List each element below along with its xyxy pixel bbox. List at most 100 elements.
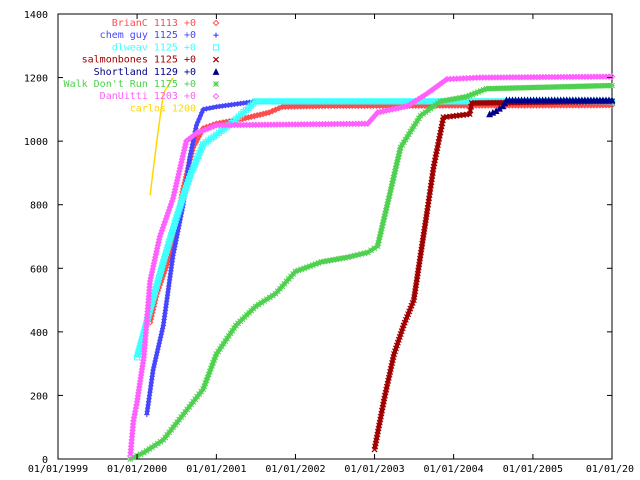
data-point bbox=[201, 383, 208, 390]
data-point bbox=[129, 420, 137, 428]
data-point bbox=[423, 90, 431, 97]
data-point bbox=[250, 112, 258, 120]
data-point bbox=[587, 83, 594, 90]
data-point bbox=[133, 401, 140, 409]
data-point bbox=[386, 192, 393, 199]
data-point bbox=[136, 377, 144, 385]
data-point bbox=[584, 83, 591, 90]
data-point bbox=[151, 364, 157, 370]
data-point bbox=[412, 120, 419, 127]
data-point bbox=[220, 340, 227, 347]
legend-label: BrianC 1113 +0 bbox=[112, 18, 196, 29]
data-point bbox=[189, 144, 195, 151]
data-point bbox=[247, 113, 255, 121]
data-point bbox=[264, 296, 270, 303]
y-tick-label: 1200 bbox=[24, 74, 48, 85]
data-point bbox=[602, 82, 609, 89]
data-point bbox=[256, 111, 264, 118]
data-point bbox=[195, 128, 203, 136]
data-point bbox=[255, 301, 262, 308]
data-point bbox=[483, 85, 490, 92]
data-point bbox=[569, 83, 576, 90]
data-point bbox=[198, 127, 206, 135]
data-point bbox=[387, 189, 394, 196]
data-point bbox=[392, 168, 398, 175]
x-tick-label: 01/01/2000 bbox=[107, 464, 167, 475]
data-point bbox=[447, 96, 454, 103]
data-point bbox=[318, 258, 325, 265]
data-point bbox=[351, 252, 358, 259]
data-point bbox=[520, 84, 527, 91]
plot-frame bbox=[57, 13, 613, 460]
data-point bbox=[410, 123, 417, 130]
data-point bbox=[389, 177, 396, 184]
data-point bbox=[227, 330, 234, 337]
data-point bbox=[138, 365, 146, 373]
data-point bbox=[374, 109, 381, 116]
data-point bbox=[409, 126, 416, 132]
data-point bbox=[608, 73, 616, 80]
data-point bbox=[153, 355, 159, 361]
data-point bbox=[547, 84, 554, 91]
data-point bbox=[146, 286, 153, 294]
data-point bbox=[207, 105, 213, 111]
data-point bbox=[157, 337, 163, 343]
data-point bbox=[211, 356, 218, 363]
data-point bbox=[437, 98, 444, 105]
data-point bbox=[130, 417, 137, 425]
data-point bbox=[388, 183, 395, 190]
data-point bbox=[383, 204, 390, 211]
data-point bbox=[544, 84, 551, 91]
data-point bbox=[498, 85, 505, 92]
data-point bbox=[144, 311, 151, 318]
data-point bbox=[327, 257, 334, 264]
legend-label: carlos 1200 bbox=[130, 103, 196, 114]
series-7 bbox=[149, 77, 174, 196]
data-point bbox=[466, 92, 473, 99]
data-point bbox=[374, 243, 381, 249]
data-point bbox=[225, 332, 232, 339]
data-point bbox=[333, 256, 340, 263]
data-point bbox=[193, 122, 200, 128]
data-point bbox=[508, 85, 514, 92]
data-point bbox=[145, 289, 153, 297]
data-point bbox=[428, 86, 436, 94]
data-point bbox=[137, 371, 145, 379]
data-point bbox=[149, 444, 156, 451]
data-point bbox=[397, 144, 404, 151]
data-point bbox=[212, 92, 220, 100]
data-point bbox=[261, 298, 268, 304]
data-point bbox=[127, 449, 134, 456]
data-point bbox=[213, 351, 220, 358]
data-point bbox=[210, 104, 216, 111]
data-point bbox=[193, 125, 199, 132]
data-point bbox=[195, 119, 201, 125]
x-tick-label: 01/01/2002 bbox=[265, 464, 325, 475]
data-point bbox=[566, 83, 573, 90]
data-point bbox=[207, 124, 214, 131]
data-point bbox=[139, 359, 147, 367]
y-tick-label: 0 bbox=[42, 455, 48, 466]
data-point bbox=[385, 198, 391, 205]
data-point bbox=[517, 84, 524, 91]
data-point bbox=[200, 106, 206, 112]
data-point bbox=[142, 332, 149, 340]
data-point bbox=[135, 386, 143, 394]
data-point bbox=[144, 305, 152, 312]
data-point bbox=[400, 139, 407, 146]
data-point bbox=[386, 106, 393, 114]
y-tick-label: 1400 bbox=[24, 10, 48, 21]
data-point bbox=[136, 380, 144, 388]
data-point bbox=[212, 56, 220, 63]
data-point bbox=[134, 392, 142, 400]
data-point bbox=[514, 84, 521, 91]
x-tick-label: 01/01/2003 bbox=[344, 464, 404, 475]
data-point bbox=[155, 346, 161, 352]
data-point bbox=[127, 452, 134, 460]
data-point bbox=[210, 123, 217, 130]
data-point bbox=[298, 266, 305, 273]
data-point bbox=[129, 423, 137, 431]
data-point bbox=[321, 258, 328, 265]
data-point bbox=[262, 109, 270, 117]
data-point bbox=[608, 96, 616, 104]
